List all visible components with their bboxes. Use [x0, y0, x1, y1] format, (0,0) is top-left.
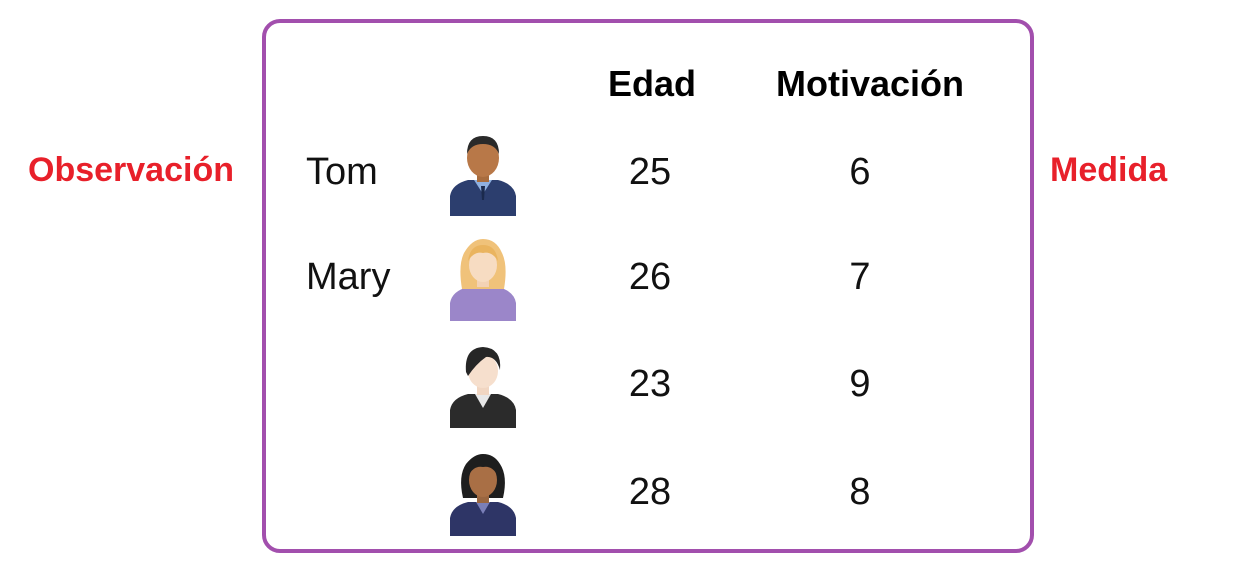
table-row: 23 9: [0, 334, 1236, 434]
table-row: 28 8: [0, 442, 1236, 542]
observation-label: Observación: [28, 151, 234, 189]
edad-value: 23: [628, 363, 672, 405]
woman-suit-avatar-icon: [450, 347, 516, 428]
data-table-frame: [262, 19, 1034, 553]
edad-value: 25: [628, 151, 672, 193]
edad-value: 28: [628, 471, 672, 513]
motivacion-value: 6: [849, 151, 871, 193]
person-name: Mary: [306, 256, 391, 298]
person-name: Tom: [306, 151, 378, 193]
motivacion-value: 7: [849, 256, 871, 298]
motivacion-value: 9: [849, 363, 871, 405]
column-header-edad: Edad: [607, 63, 696, 104]
table-row: Tom 25 6: [0, 122, 1236, 222]
woman-blonde-avatar-icon: [450, 239, 516, 321]
column-header-motivacion: Motivación: [775, 63, 964, 104]
motivacion-value: 8: [849, 471, 871, 513]
woman-dark-skin-avatar-icon: [450, 454, 516, 536]
measure-label: Medida: [1050, 151, 1168, 189]
man-dark-skin-avatar-icon: [450, 136, 516, 216]
edad-value: 26: [628, 256, 672, 298]
table-row: Mary 26 7: [0, 227, 1236, 327]
